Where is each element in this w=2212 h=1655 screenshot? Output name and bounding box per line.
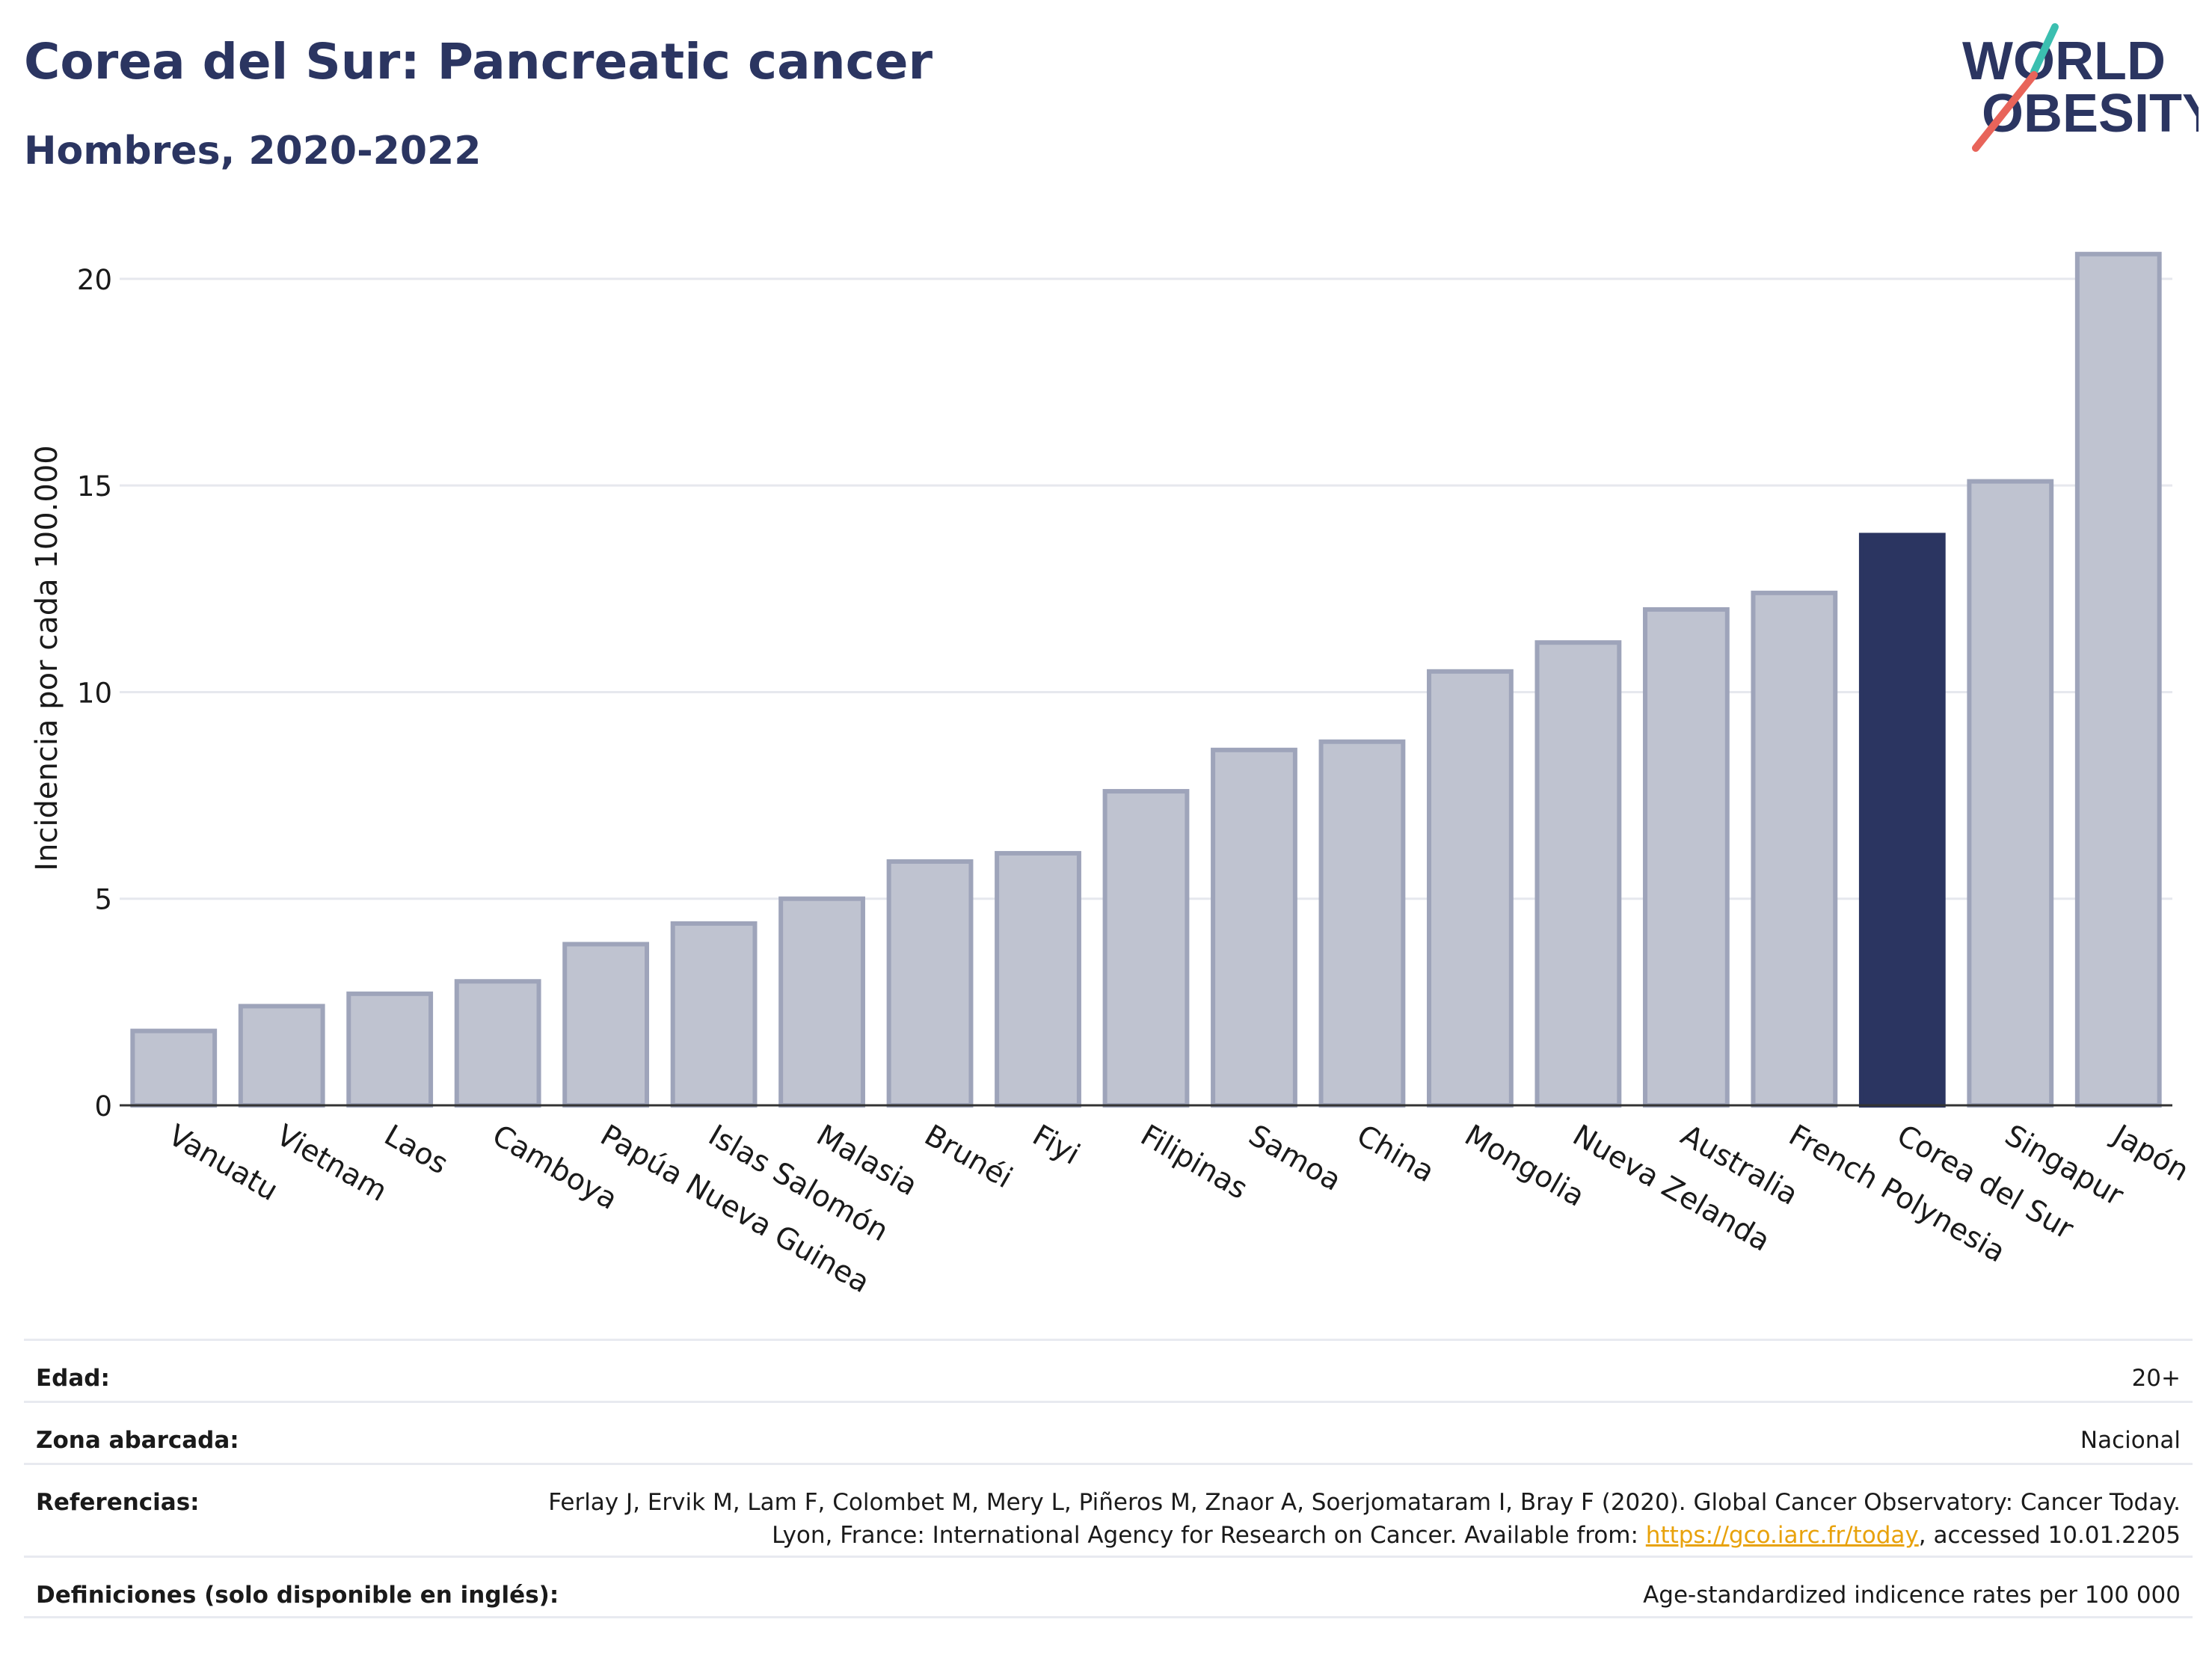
info-value: 20+ (2131, 1365, 2181, 1392)
info-row-zone: Zona abarcada: Nacional (24, 1401, 2193, 1463)
bar-vietnam (238, 1004, 325, 1108)
x-tick-label: Nueva Zelanda (1567, 1119, 1775, 1259)
bar-filipinas (1102, 789, 1190, 1108)
chart-title: Corea del Sur: Pancreatic cancer (24, 33, 933, 90)
bar-camboya (454, 979, 541, 1108)
reference-link[interactable]: https://gco.iarc.fr/today (1645, 1522, 1919, 1549)
bar-singapur (1967, 479, 2054, 1108)
bar-japón (2074, 251, 2162, 1108)
x-tick-label: Vietnam (271, 1119, 393, 1209)
y-tick-label: 0 (94, 1090, 112, 1123)
info-row-age: Edad: 20+ (24, 1339, 2193, 1401)
reference-text: Ferlay J, Ervik M, Lam F, Colombet M, Me… (548, 1489, 2181, 1549)
y-tick-label: 20 (77, 264, 112, 296)
bar-nueva-zelanda (1534, 640, 1622, 1108)
bar-vanuatu (130, 1028, 218, 1108)
info-row-references: Referencias: Ferlay J, Ervik M, Lam F, C… (24, 1463, 2193, 1556)
y-tick-label: 10 (77, 677, 112, 709)
bar-brunéi (886, 859, 974, 1108)
bars (130, 251, 2162, 1108)
bar-papúa-nueva-guinea (562, 942, 650, 1108)
bar-samoa (1211, 747, 1297, 1108)
info-label: Zona abarcada: (36, 1427, 239, 1454)
bar-australia (1642, 607, 1730, 1108)
info-row-definitions: Definiciones (solo disponible en inglés)… (24, 1556, 2193, 1618)
bar-fiyi (995, 850, 1081, 1108)
bar-laos (346, 991, 434, 1108)
y-tick-label: 15 (77, 470, 112, 503)
x-tick-label: Vanuatu (162, 1119, 283, 1208)
bar-malasia (778, 896, 865, 1108)
x-tick-label: Laos (378, 1119, 453, 1182)
y-tick-label: 5 (94, 884, 112, 916)
chart-subtitle: Hombres, 2020-2022 (24, 129, 482, 174)
y-axis-label: Incidencia por cada 100.000 (30, 445, 64, 871)
info-value: Ferlay J, Ervik M, Lam F, Colombet M, Me… (535, 1486, 2181, 1552)
info-table: Edad: 20+ Zona abarcada: Nacional Refere… (24, 1339, 2193, 1618)
x-tick-label: Fiyi (1027, 1119, 1085, 1172)
bar-china (1318, 739, 1406, 1108)
logo-text-world: WORLD (1962, 31, 2166, 91)
x-tick-label: Brunéi (919, 1119, 1019, 1196)
bar-mongolia (1427, 669, 1514, 1108)
info-value: Nacional (2080, 1427, 2181, 1454)
info-label: Definiciones (solo disponible en inglés)… (36, 1582, 559, 1609)
x-tick-label: Filipinas (1135, 1119, 1253, 1206)
info-value: Age-standardized indicence rates per 100… (1643, 1582, 2181, 1609)
world-obesity-logo: WORLD OBESITY (1962, 23, 2199, 152)
x-tick-label: Samoa (1243, 1119, 1347, 1198)
bar-corea-del-sur (1858, 532, 1946, 1108)
y-axis-ticks: 0 5 10 15 20 (77, 264, 112, 1123)
reference-suffix: , accessed 10.01.2205 (1918, 1522, 2181, 1549)
x-tick-label: China (1351, 1119, 1440, 1190)
x-tick-label: Mongolia (1459, 1119, 1590, 1214)
bar-french-polynesia (1751, 590, 1838, 1108)
bar-islas-salomón (670, 921, 758, 1108)
info-label: Referencias: (36, 1489, 200, 1516)
info-label: Edad: (36, 1365, 110, 1392)
